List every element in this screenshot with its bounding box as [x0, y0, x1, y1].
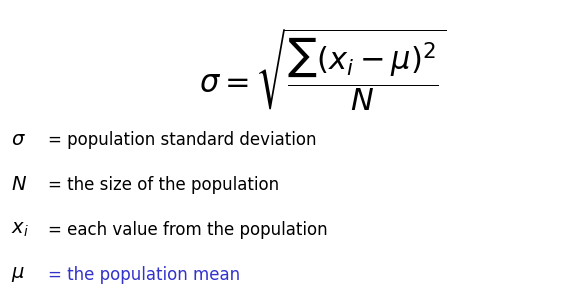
Text: $N$: $N$ [11, 175, 27, 194]
Text: $\mu$: $\mu$ [11, 265, 25, 285]
Text: $\sigma$: $\sigma$ [11, 130, 26, 149]
Text: = the population mean: = the population mean [48, 266, 240, 284]
Text: $\sigma = \sqrt{\dfrac{\sum(x_i - \mu)^2}{N}}$: $\sigma = \sqrt{\dfrac{\sum(x_i - \mu)^2… [199, 27, 447, 113]
Text: $x_i$: $x_i$ [11, 220, 29, 239]
Text: = the size of the population: = the size of the population [48, 176, 279, 194]
Text: = population standard deviation: = population standard deviation [48, 131, 316, 149]
Text: = each value from the population: = each value from the population [48, 221, 328, 239]
